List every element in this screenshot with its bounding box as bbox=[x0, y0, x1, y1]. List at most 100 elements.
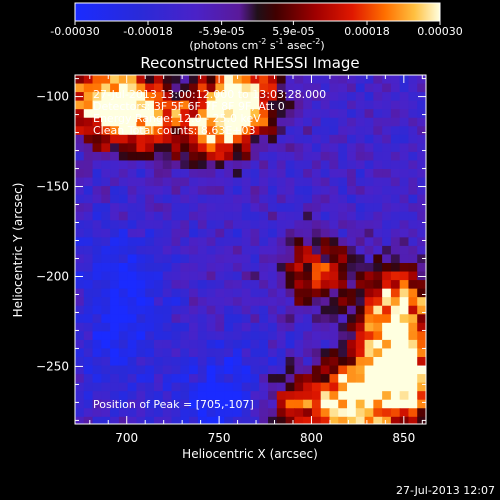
heatmap-cell bbox=[276, 339, 287, 350]
heatmap-cell bbox=[171, 391, 181, 401]
heatmap-cell bbox=[382, 203, 392, 213]
heatmap-cell bbox=[382, 177, 392, 187]
heatmap-cell bbox=[232, 399, 243, 409]
heatmap-cell bbox=[408, 169, 418, 179]
heatmap-cell bbox=[329, 83, 339, 93]
heatmap-cell bbox=[417, 280, 426, 290]
heatmap-cell bbox=[215, 117, 225, 127]
heatmap-cell bbox=[197, 262, 208, 273]
heatmap-cell bbox=[276, 126, 287, 136]
heatmap-cell bbox=[189, 339, 199, 350]
heatmap-cell bbox=[294, 83, 304, 93]
heatmap-cell bbox=[153, 92, 164, 102]
heatmap-cell bbox=[83, 339, 94, 350]
heatmap-cell bbox=[92, 382, 102, 392]
heatmap-cell bbox=[399, 220, 410, 230]
heatmap-cell bbox=[189, 126, 199, 136]
heatmap-cell bbox=[171, 117, 181, 127]
heatmap-cell bbox=[320, 109, 331, 119]
heatmap-cell bbox=[259, 339, 269, 350]
heatmap-cell bbox=[145, 339, 155, 350]
heatmap-cell bbox=[127, 134, 138, 144]
heatmap-cell bbox=[303, 211, 313, 221]
heatmap-cell bbox=[162, 254, 173, 264]
heatmap-cell bbox=[417, 177, 426, 187]
heatmap-cell bbox=[180, 211, 190, 221]
heatmap-cell bbox=[101, 348, 111, 358]
heatmap-cell bbox=[101, 83, 111, 93]
heatmap-cell bbox=[118, 297, 129, 307]
heatmap-cell bbox=[294, 288, 304, 298]
heatmap-cell bbox=[268, 297, 278, 307]
heatmap-cell bbox=[355, 126, 366, 136]
heatmap-cell bbox=[92, 399, 102, 409]
heatmap-cell bbox=[417, 262, 426, 273]
heatmap-cell bbox=[355, 297, 366, 307]
heatmap-cell bbox=[197, 356, 208, 367]
heatmap-cell bbox=[355, 203, 366, 213]
heatmap-cell bbox=[224, 151, 234, 162]
heatmap-cell bbox=[224, 186, 234, 196]
heatmap-cell bbox=[285, 143, 295, 153]
heatmap-cell bbox=[373, 92, 383, 102]
heatmap-cell bbox=[294, 356, 304, 367]
heatmap-cell bbox=[197, 75, 208, 85]
heatmap-cell bbox=[268, 391, 278, 401]
heatmap-cell bbox=[127, 331, 138, 341]
heatmap-cell bbox=[101, 237, 111, 247]
heatmap-cell bbox=[268, 117, 278, 127]
heatmap-cell bbox=[118, 211, 129, 221]
heatmap-cell bbox=[241, 288, 252, 298]
heatmap-cell bbox=[127, 126, 138, 136]
heatmap-cell bbox=[75, 297, 85, 307]
heatmap-cell bbox=[311, 211, 322, 221]
heatmap-cell bbox=[338, 134, 348, 144]
heatmap-cell bbox=[399, 374, 410, 384]
heatmap-cell bbox=[232, 211, 243, 221]
heatmap-cell bbox=[303, 83, 313, 93]
heatmap-cell bbox=[206, 100, 217, 110]
heatmap-cell bbox=[101, 151, 111, 162]
heatmap-cell bbox=[136, 228, 146, 238]
heatmap-cell bbox=[110, 134, 120, 144]
heatmap-cell bbox=[75, 339, 85, 350]
heatmap-cell bbox=[408, 151, 418, 162]
heatmap-cell bbox=[408, 92, 418, 102]
heatmap-cell bbox=[232, 245, 243, 256]
heatmap-cell bbox=[241, 186, 252, 196]
heatmap-cell bbox=[329, 305, 339, 315]
heatmap-cell bbox=[338, 109, 348, 119]
heatmap-cell bbox=[83, 382, 94, 392]
heatmap-cell bbox=[303, 100, 313, 110]
heatmap-cell bbox=[232, 75, 243, 85]
heatmap-cell bbox=[153, 160, 164, 170]
heatmap-cell bbox=[171, 83, 181, 93]
heatmap-cell bbox=[162, 169, 173, 179]
heatmap-cell bbox=[355, 83, 366, 93]
heatmap-cell bbox=[399, 391, 410, 401]
heatmap-cell bbox=[180, 374, 190, 384]
heatmap-cell bbox=[382, 314, 392, 324]
heatmap-cell bbox=[171, 254, 181, 264]
heatmap-cell bbox=[145, 160, 155, 170]
heatmap-cell bbox=[180, 134, 190, 144]
heatmap-cell bbox=[101, 356, 111, 367]
heatmap-cell bbox=[145, 143, 155, 153]
heatmap-cell bbox=[364, 322, 374, 332]
heatmap-cell bbox=[417, 322, 426, 332]
heatmap-cell bbox=[189, 100, 199, 110]
heatmap-cell bbox=[224, 305, 234, 315]
heatmap-cell bbox=[83, 134, 94, 144]
heatmap-cell bbox=[189, 382, 199, 392]
heatmap-cell bbox=[311, 151, 322, 162]
heatmap-cell bbox=[320, 143, 331, 153]
heatmap-cell bbox=[162, 100, 173, 110]
heatmap-cell bbox=[180, 408, 190, 418]
heatmap-cell bbox=[347, 348, 357, 358]
heatmap-cell bbox=[364, 160, 374, 170]
heatmap-cell bbox=[250, 228, 260, 238]
heatmap-cell bbox=[250, 169, 260, 179]
heatmap-cell bbox=[215, 211, 225, 221]
heatmap-cell bbox=[232, 374, 243, 384]
heatmap-cell bbox=[276, 237, 287, 247]
